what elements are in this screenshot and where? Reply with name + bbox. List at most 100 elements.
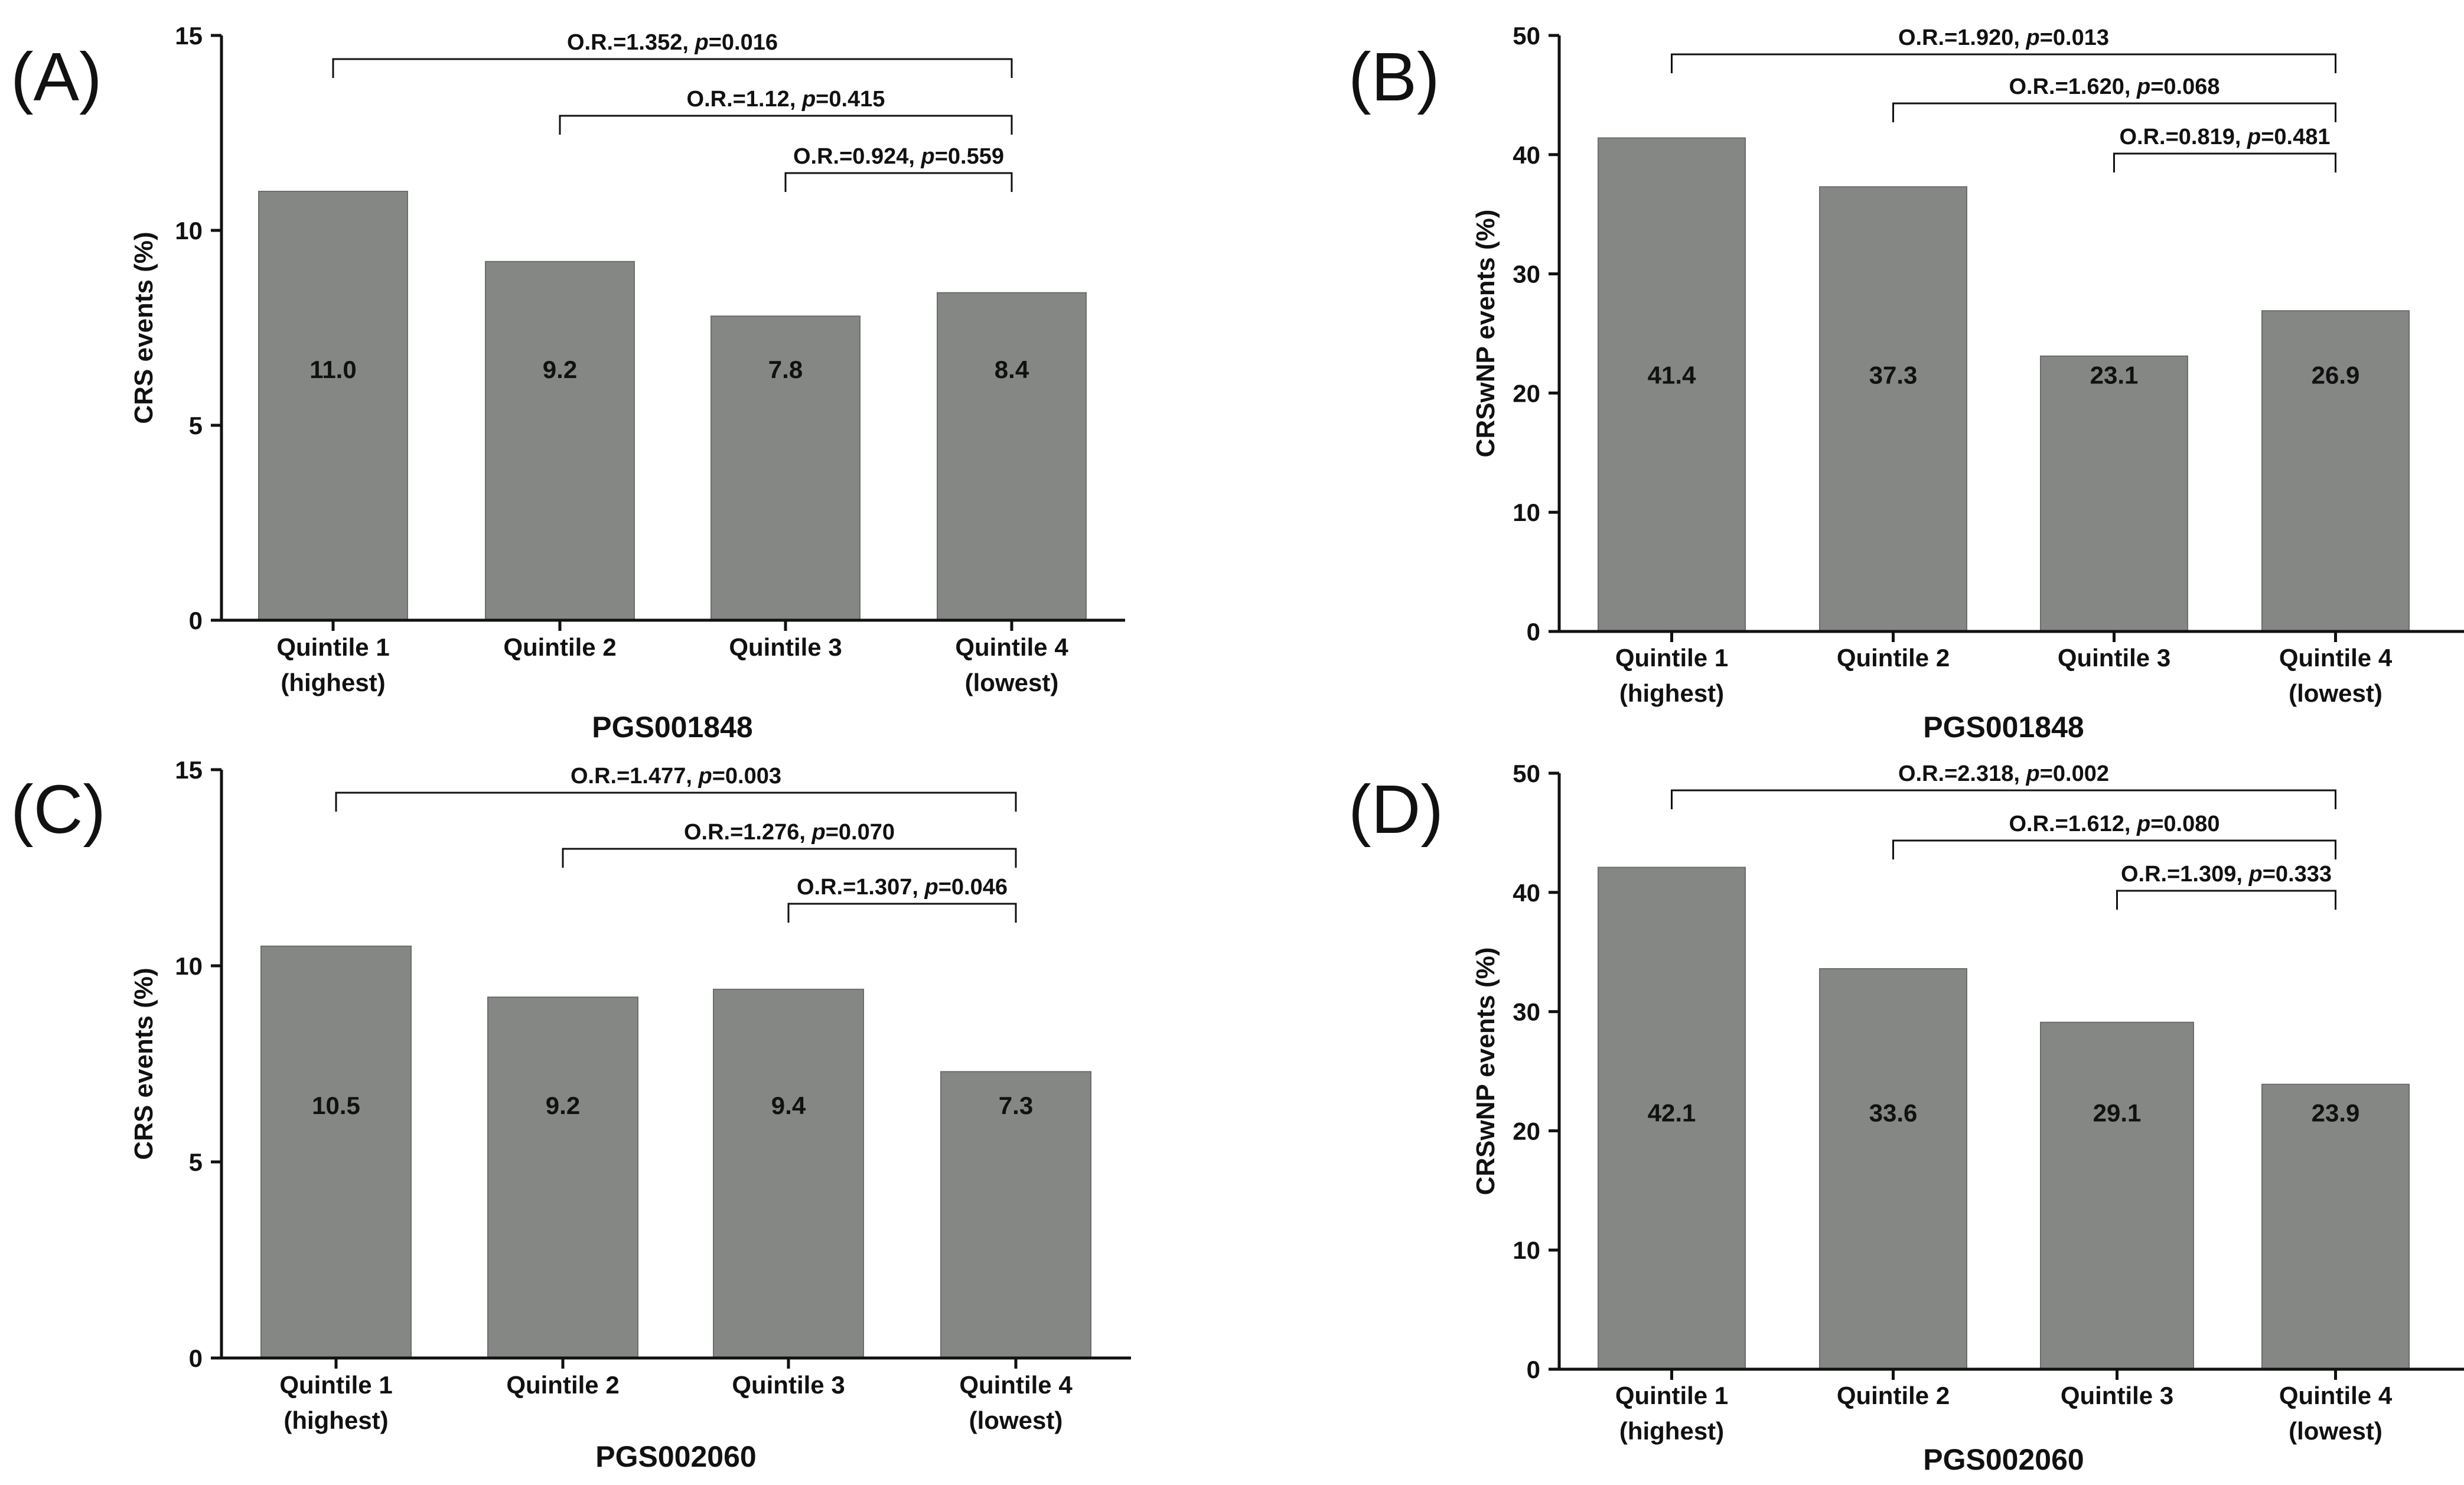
panel-a-p-value-2: =0.415 <box>816 87 885 112</box>
panel-c-category-label-4: Quintile 4 <box>959 1371 1073 1399</box>
panel-c-y-axis-label: CRS events (%) <box>129 968 158 1160</box>
panel-b-letter: (B) <box>1348 38 1440 115</box>
panel-b-p-value-2: =0.068 <box>2150 74 2219 99</box>
panel-a-category-label-4: (lowest) <box>965 669 1059 696</box>
panel-b-bar-4 <box>2261 310 2410 632</box>
panel-d-bar-value-1: 42.1 <box>1648 1099 1696 1127</box>
panel-a-category-label-4: Quintile 4 <box>955 633 1068 661</box>
panel-b-or-value-1: O.R.=1.920, <box>1898 25 2026 50</box>
panel-c-or-label-1: O.R.=1.477, p=0.003 <box>571 764 781 789</box>
panel-d: (D) 0 10 20 30 40 50 Quintile 1 (highest) 42.1 Qui… <box>1348 760 2464 1476</box>
panel-c-p-symbol-1: p <box>698 764 712 789</box>
panel-a-ytick-label-1: 0 <box>189 607 203 634</box>
panel-b-ytick-label-5: 40 <box>1513 141 1540 169</box>
panel-a-x-axis-label: PGS001848 <box>592 711 752 744</box>
panel-d-ytick-label-4: 30 <box>1513 998 1540 1026</box>
panel-b-bar-2 <box>1819 186 1967 632</box>
panel-b-x-axis-label: PGS001848 <box>1923 711 2084 744</box>
panel-d-category-label-1: Quintile 1 <box>1615 1382 1728 1409</box>
panel-d-letter: (D) <box>1348 771 1443 848</box>
panel-c-bracket-1 <box>335 792 1017 812</box>
panel-c-or-value-3: O.R.=1.307, <box>797 875 925 900</box>
panel-a-bracket-2 <box>559 115 1013 135</box>
panel-a-y-axis-label: CRS events (%) <box>129 232 158 424</box>
panel-d-category-label-4: Quintile 4 <box>2279 1382 2393 1409</box>
panel-d-or-label-3: O.R.=1.309, p=0.333 <box>2121 862 2332 887</box>
panel-b-or-value-3: O.R.=0.819, <box>2119 125 2247 149</box>
panel-b-or-label-3: O.R.=0.819, p=0.481 <box>2119 125 2330 149</box>
panel-d-ytick-label-1: 0 <box>1527 1356 1540 1383</box>
panel-d-category-label-4: (lowest) <box>2289 1417 2382 1445</box>
panel-c: (C) 0 5 10 15 Quintile 1 (highest) 10.5 Quintile… <box>11 756 1131 1473</box>
panel-c-p-value-1: =0.003 <box>712 764 781 789</box>
panel-c-bar-value-2: 9.2 <box>546 1092 580 1119</box>
panel-a-p-symbol-1: p <box>695 30 709 55</box>
panel-b-ytick-label-1: 0 <box>1527 618 1540 646</box>
panel-d-bar-value-4: 23.9 <box>2312 1099 2360 1127</box>
panel-a-ytick-label-3: 10 <box>175 217 203 245</box>
panel-c-ytick-label-2: 5 <box>189 1148 203 1176</box>
panel-a-letter: (A) <box>11 38 102 115</box>
panel-d-bar-4 <box>2261 1083 2410 1370</box>
panel-a-category-label-1: (highest) <box>281 669 385 696</box>
panel-a-ytick-label-4: 15 <box>175 22 203 50</box>
panel-c-letter: (C) <box>11 771 106 848</box>
panel-d-bar-2 <box>1819 968 1967 1370</box>
panel-b-category-label-4: Quintile 4 <box>2279 644 2393 672</box>
panel-c-bar-value-1: 10.5 <box>312 1092 360 1119</box>
panel-b-ytick-label-4: 30 <box>1513 260 1540 288</box>
panel-d-ytick-label-2: 10 <box>1513 1236 1540 1264</box>
panel-c-bar-value-4: 7.3 <box>999 1092 1033 1119</box>
panel-a-p-symbol-2: p <box>801 87 816 112</box>
panel-b-bar-value-2: 37.3 <box>1869 362 1918 389</box>
panel-a-bar-3 <box>710 315 861 621</box>
panel-c-category-label-1: (highest) <box>283 1406 388 1434</box>
panel-c-ytick-label-3: 10 <box>175 952 203 980</box>
panel-c-p-value-3: =0.046 <box>938 875 1008 900</box>
panel-c-p-symbol-2: p <box>811 820 826 845</box>
panel-d-bar-3 <box>2040 1021 2194 1370</box>
panel-d-or-value-3: O.R.=1.309, <box>2121 862 2249 887</box>
panel-c-category-label-3: Quintile 3 <box>732 1371 845 1399</box>
panel-d-x-axis-label: PGS002060 <box>1923 1443 2084 1476</box>
panel-c-x-axis-label: PGS002060 <box>595 1440 756 1473</box>
panel-b-ytick-label-3: 20 <box>1513 379 1540 407</box>
panel-b-y-axis-label: CRSwNP events (%) <box>1471 210 1500 458</box>
panel-d-category-label-1: (highest) <box>1619 1417 1724 1445</box>
panel-b-or-label-1: O.R.=1.920, p=0.013 <box>1898 25 2109 50</box>
panel-b-p-symbol-2: p <box>2136 74 2150 99</box>
panel-b-category-label-1: Quintile 1 <box>1615 644 1728 672</box>
panel-a-category-label-1: Quintile 1 <box>276 633 389 661</box>
panel-d-p-value-2: =0.080 <box>2150 812 2219 836</box>
panel-b-or-label-2: O.R.=1.620, p=0.068 <box>2009 74 2219 99</box>
panel-d-p-value-3: =0.333 <box>2263 862 2332 887</box>
panel-a-bracket-3 <box>784 172 1013 192</box>
panel-b-category-label-2: Quintile 2 <box>1837 644 1950 672</box>
panel-a-bar-2 <box>485 260 635 621</box>
panel-c-bracket-2 <box>562 848 1017 868</box>
panel-c-bar-value-3: 9.4 <box>771 1092 806 1119</box>
panel-a-bar-value-2: 9.2 <box>543 356 577 383</box>
panel-b-p-symbol-3: p <box>2247 125 2261 149</box>
panel-a-bar-value-4: 8.4 <box>995 356 1029 383</box>
panel-a-or-value-1: O.R.=1.352, <box>567 30 695 55</box>
panel-a: (A) 0 5 10 15 Quintile 1 (highest) 11.0 Quintile… <box>11 22 1125 744</box>
panel-d-bracket-1 <box>1671 789 2336 809</box>
panel-a-p-symbol-3: p <box>921 144 935 169</box>
panel-c-ytick-label-4: 15 <box>175 756 203 784</box>
panel-b-category-label-3: Quintile 3 <box>2058 644 2170 672</box>
panel-b-bracket-2 <box>1892 102 2336 122</box>
panel-d-or-value-1: O.R.=2.318, <box>1898 761 2026 786</box>
panel-a-p-value-1: =0.016 <box>709 30 778 55</box>
panel-c-category-label-4: (lowest) <box>969 1406 1063 1434</box>
panel-c-p-value-2: =0.070 <box>826 820 895 845</box>
panel-b-p-value-3: =0.481 <box>2261 125 2330 149</box>
panel-a-bracket-1 <box>332 58 1013 78</box>
panel-b-bar-1 <box>1598 137 1746 633</box>
panel-c-bar-1 <box>260 945 412 1359</box>
panel-d-bar-value-2: 33.6 <box>1869 1099 1918 1127</box>
panel-d-ytick-label-3: 20 <box>1513 1117 1540 1145</box>
panel-a-p-value-3: =0.559 <box>935 144 1004 169</box>
panel-c-p-symbol-3: p <box>924 875 938 900</box>
panel-d-or-value-2: O.R.=1.612, <box>2009 812 2137 836</box>
